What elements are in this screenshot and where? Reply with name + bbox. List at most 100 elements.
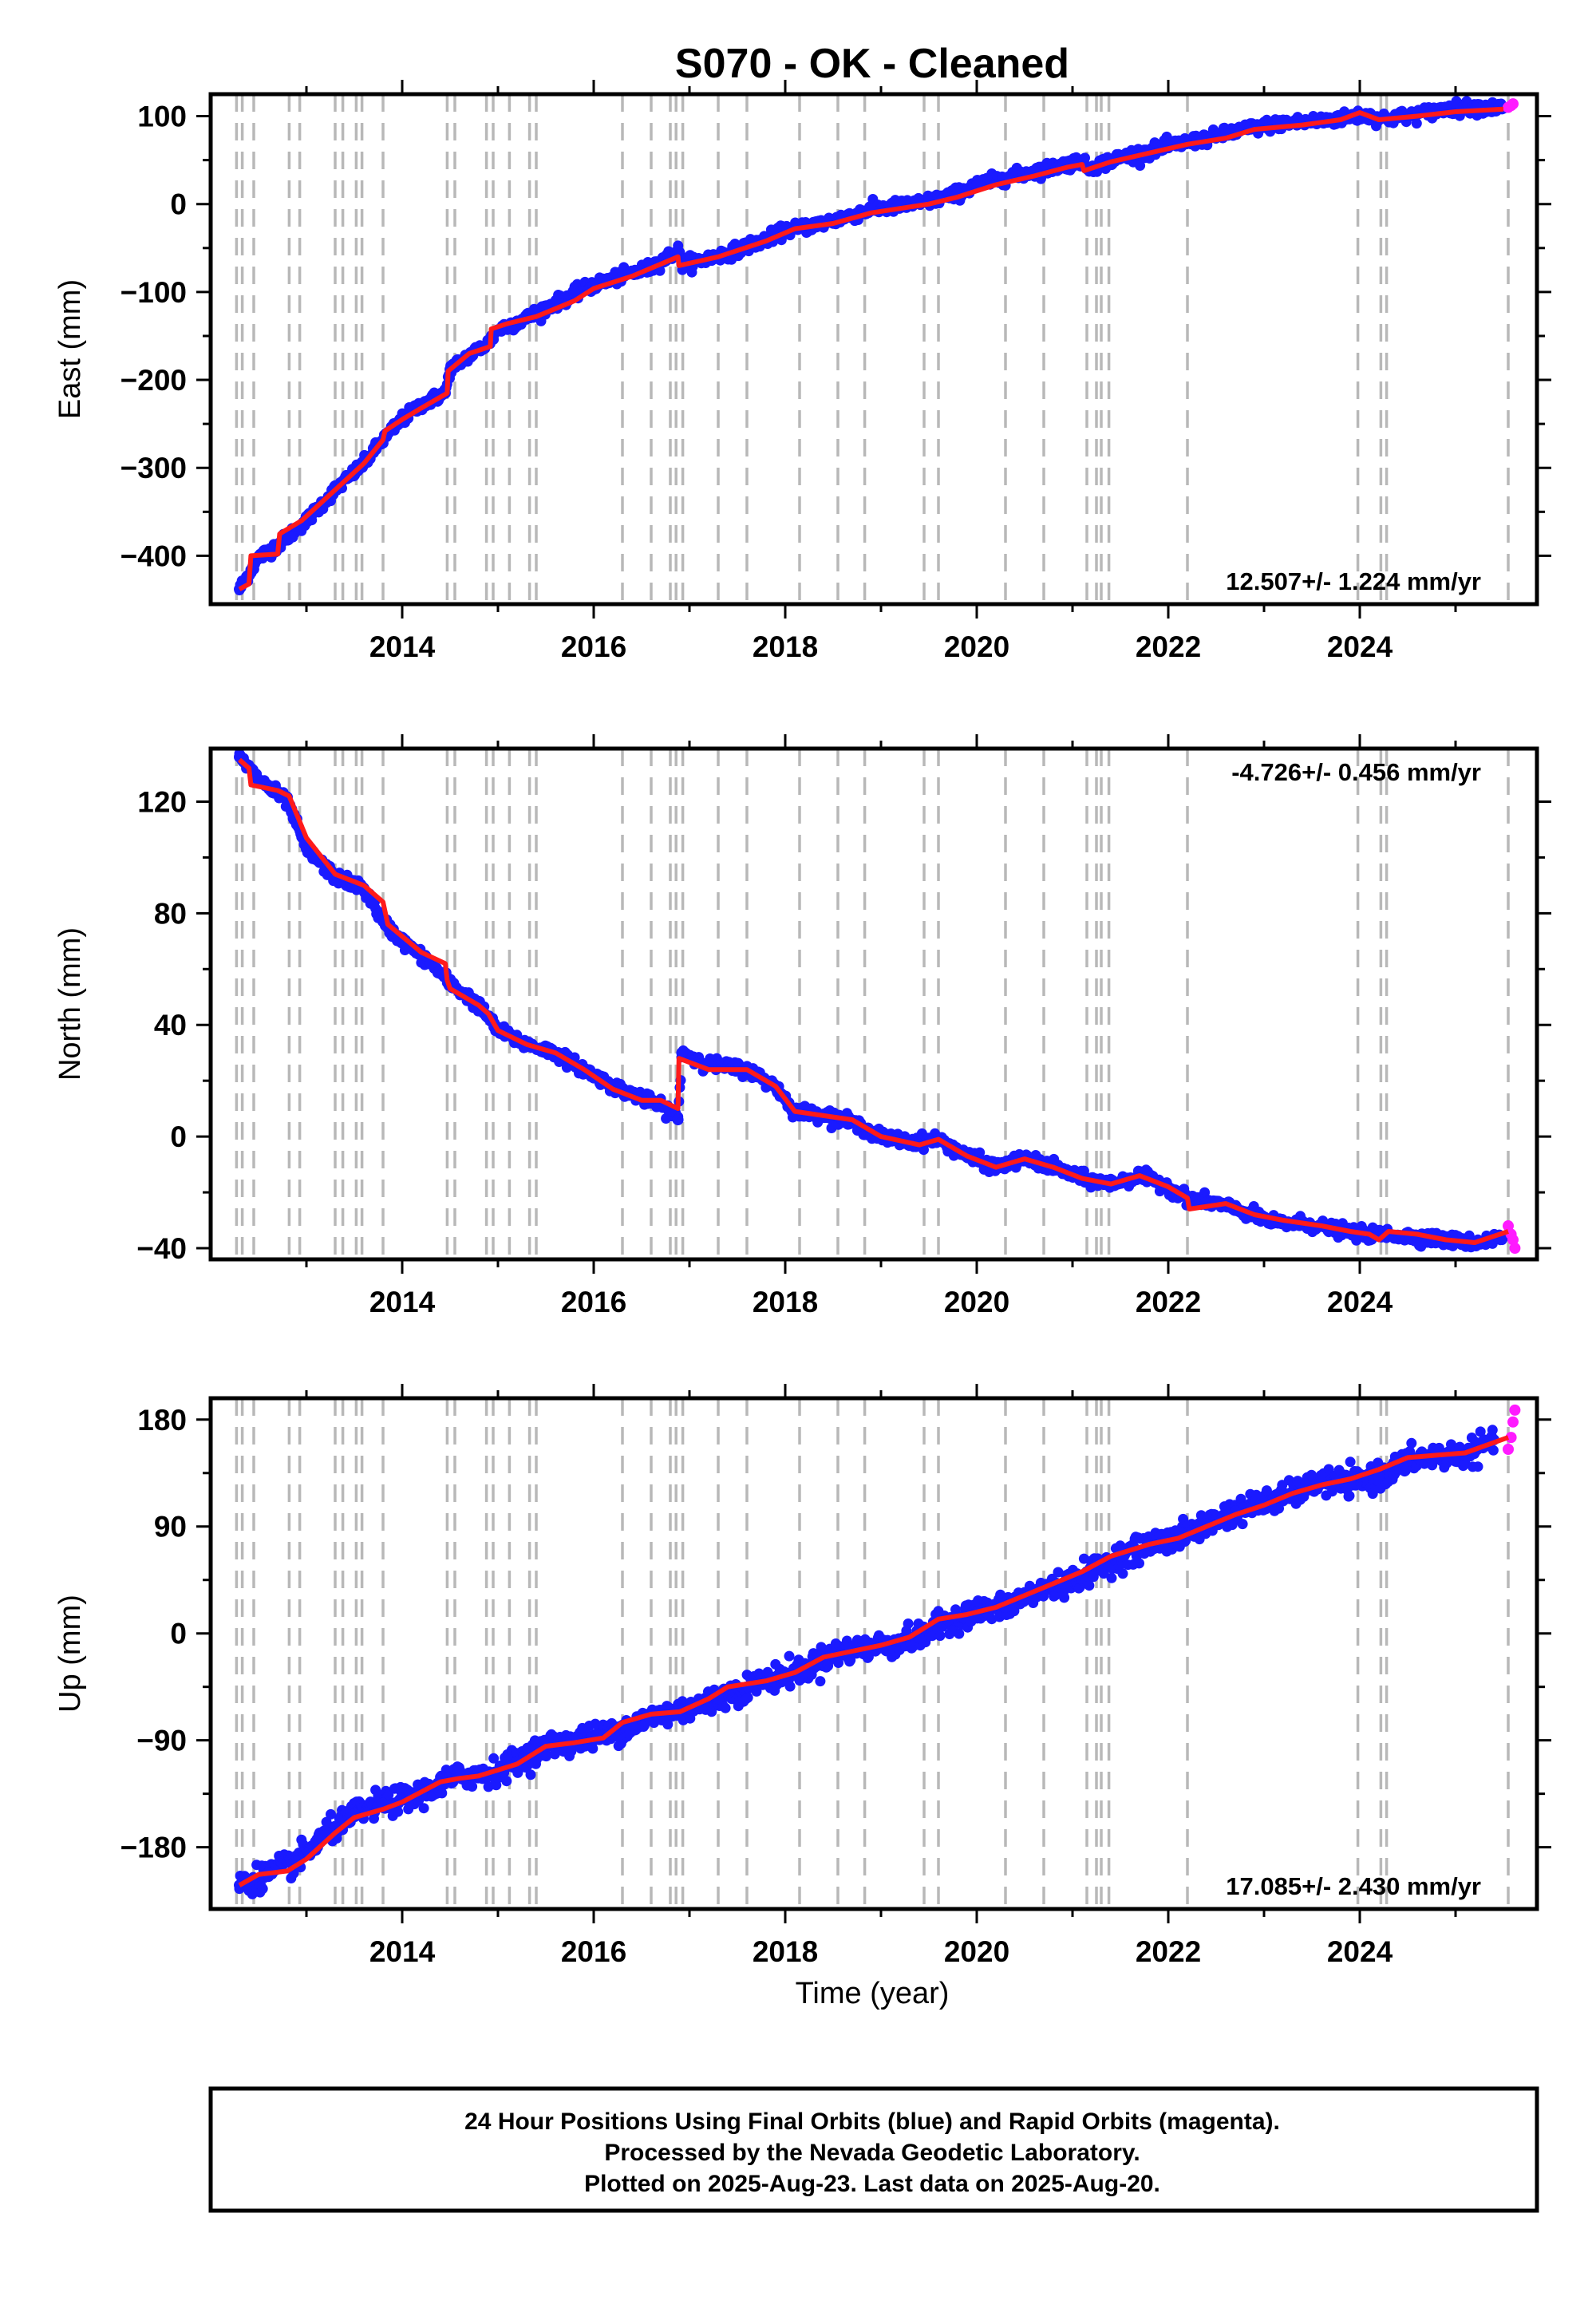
- y-tick-label: −40: [136, 1232, 187, 1265]
- final-point: [934, 1630, 946, 1642]
- x-tick-label: 2022: [1136, 1286, 1201, 1318]
- final-point: [1344, 1490, 1355, 1501]
- rapid-point: [1507, 1234, 1519, 1246]
- event-lines: [235, 94, 1510, 604]
- x-tick-label: 2020: [944, 1935, 1009, 1968]
- y-tick-label: −300: [120, 452, 187, 484]
- final-point: [1106, 1572, 1117, 1583]
- x-tick-label: 2024: [1327, 630, 1393, 663]
- final-point: [326, 1808, 336, 1820]
- final-point: [418, 1803, 429, 1814]
- rapid-point: [1507, 98, 1519, 110]
- final-point: [1235, 1493, 1246, 1504]
- x-tick-label: 2020: [944, 630, 1009, 663]
- final-point: [720, 1702, 731, 1713]
- final-point: [1406, 1437, 1417, 1448]
- rate-annotation: -4.726+/- 0.456 mm/yr: [1231, 758, 1481, 786]
- final-point: [1411, 118, 1422, 129]
- final-point: [1059, 1592, 1070, 1603]
- y-tick-label: −90: [136, 1725, 187, 1757]
- north-panel: 2014 2016 2018 2020 2022 2024−4004080120North…: [53, 734, 1551, 1318]
- final-point: [257, 1883, 268, 1895]
- data-point: [301, 843, 312, 855]
- final-point: [483, 1781, 494, 1792]
- final-point: [541, 1751, 551, 1762]
- final-point: [1345, 1456, 1356, 1468]
- rapid-orbit-points: [1503, 1404, 1521, 1455]
- plot-frame: [208, 746, 1539, 1262]
- y-tick-label: 100: [137, 101, 187, 133]
- final-point: [501, 1776, 512, 1787]
- rapid-point: [1509, 1243, 1521, 1255]
- final-point: [784, 1681, 796, 1692]
- rapid-point: [1507, 1416, 1519, 1428]
- x-tick-label: 2016: [561, 630, 626, 663]
- final-point: [1472, 1461, 1483, 1472]
- rate-annotation: 12.507+/- 1.224 mm/yr: [1226, 567, 1481, 595]
- footer-line-3: Plotted on 2025-Aug-23. Last data on 202…: [584, 2171, 1160, 2197]
- y-axis-label: Up (mm): [53, 1595, 87, 1713]
- y-tick-label: −100: [120, 276, 187, 309]
- final-point: [706, 1706, 717, 1717]
- final-point: [784, 1650, 795, 1662]
- data-point: [672, 1114, 684, 1126]
- footer-box: 24 Hour Positions Using Final Orbits (bl…: [208, 2086, 1539, 2213]
- footer-frame: [208, 2086, 1539, 2213]
- final-orbit-points: [234, 1425, 1499, 1899]
- final-point: [1487, 1445, 1499, 1456]
- final-point: [1487, 1425, 1498, 1436]
- data-point: [676, 1047, 688, 1059]
- final-point: [662, 1719, 674, 1730]
- final-point: [954, 1628, 965, 1639]
- fit-line: [238, 1435, 1510, 1887]
- y-tick-label: 0: [170, 1618, 187, 1650]
- x-tick-label: 2018: [753, 630, 818, 663]
- up-panel: 2014 2016 2018 2020 2022 2024−180−90090180Up …: [53, 1384, 1551, 1968]
- event-lines: [235, 749, 1510, 1259]
- final-point: [1475, 1426, 1486, 1437]
- x-tick-label: 2022: [1136, 630, 1201, 663]
- y-tick-label: 180: [137, 1404, 187, 1437]
- final-point: [1400, 1465, 1411, 1476]
- final-point: [1237, 1519, 1248, 1530]
- x-tick-label: 2014: [369, 1286, 436, 1318]
- x-tick-label: 2016: [561, 1286, 626, 1318]
- final-point: [393, 1806, 404, 1817]
- final-point: [467, 1781, 478, 1792]
- x-tick-label: 2014: [369, 630, 436, 663]
- plot-frame: [208, 92, 1539, 607]
- x-tick-label: 2014: [369, 1935, 436, 1968]
- final-point: [1261, 1485, 1272, 1496]
- footer-line-1: 24 Hour Positions Using Final Orbits (bl…: [464, 2109, 1280, 2135]
- x-tick-label: 2022: [1136, 1935, 1201, 1968]
- rapid-orbit-points: [1503, 1220, 1521, 1255]
- y-tick-label: −180: [120, 1832, 187, 1864]
- final-point: [525, 1769, 536, 1780]
- final-point: [986, 1614, 998, 1625]
- final-point: [587, 1743, 598, 1754]
- data-point: [1373, 1471, 1385, 1483]
- rapid-orbit-points: [1503, 98, 1519, 113]
- fit-line: [238, 757, 1509, 1245]
- final-point: [742, 1692, 753, 1703]
- y-axis-label: East (mm): [53, 279, 87, 419]
- data-point: [672, 245, 684, 257]
- data-point: [253, 773, 264, 785]
- footer-line-2: Processed by the Nevada Geodetic Laborat…: [604, 2140, 1140, 2166]
- x-tick-label: 2018: [753, 1935, 818, 1968]
- fit-line: [238, 106, 1504, 591]
- x-tick-label: 2024: [1327, 1935, 1393, 1968]
- x-axis-label: Time (year): [796, 1977, 950, 2010]
- final-point: [903, 1618, 914, 1629]
- rate-annotation: 17.085+/- 2.430 mm/yr: [1226, 1872, 1481, 1900]
- final-point: [654, 265, 666, 276]
- final-orbit-points: [234, 749, 1509, 1253]
- rapid-point: [1509, 1404, 1521, 1416]
- final-point: [1134, 1558, 1144, 1569]
- final-point: [590, 1718, 601, 1729]
- final-point: [1135, 160, 1146, 171]
- x-tick-label: 2016: [561, 1935, 626, 1968]
- y-tick-label: 40: [154, 1009, 187, 1041]
- final-point: [1306, 1469, 1317, 1480]
